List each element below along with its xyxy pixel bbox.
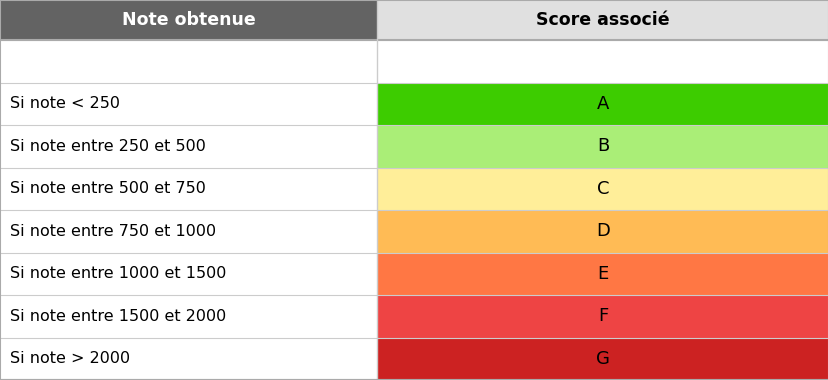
Text: Note obtenue: Note obtenue: [122, 11, 255, 29]
Text: B: B: [596, 137, 609, 155]
Bar: [0, 125, 377, 168]
Text: Si note < 250: Si note < 250: [10, 96, 120, 111]
Bar: [377, 40, 828, 82]
Bar: [377, 125, 828, 168]
Bar: [0, 252, 377, 295]
Text: G: G: [595, 350, 609, 368]
Bar: [377, 337, 828, 380]
Bar: [0, 0, 377, 40]
Text: Si note entre 500 et 750: Si note entre 500 et 750: [10, 181, 205, 196]
Text: C: C: [596, 180, 609, 198]
Text: E: E: [597, 265, 608, 283]
Text: Si note entre 1000 et 1500: Si note entre 1000 et 1500: [10, 266, 226, 281]
Bar: [377, 82, 828, 125]
Bar: [0, 82, 377, 125]
Bar: [377, 0, 828, 40]
Text: A: A: [596, 95, 609, 113]
Bar: [0, 40, 377, 82]
Bar: [377, 168, 828, 210]
Text: Score associé: Score associé: [536, 11, 669, 29]
Text: Si note > 2000: Si note > 2000: [10, 351, 130, 366]
Bar: [0, 168, 377, 210]
Bar: [377, 210, 828, 252]
Text: Si note entre 750 et 1000: Si note entre 750 et 1000: [10, 224, 216, 239]
Bar: [377, 252, 828, 295]
Text: Si note entre 250 et 500: Si note entre 250 et 500: [10, 139, 205, 154]
Bar: [377, 295, 828, 337]
Bar: [0, 337, 377, 380]
Bar: [0, 295, 377, 337]
Bar: [0, 210, 377, 252]
Text: Si note entre 1500 et 2000: Si note entre 1500 et 2000: [10, 309, 226, 324]
Text: D: D: [595, 222, 609, 240]
Text: F: F: [597, 307, 608, 325]
